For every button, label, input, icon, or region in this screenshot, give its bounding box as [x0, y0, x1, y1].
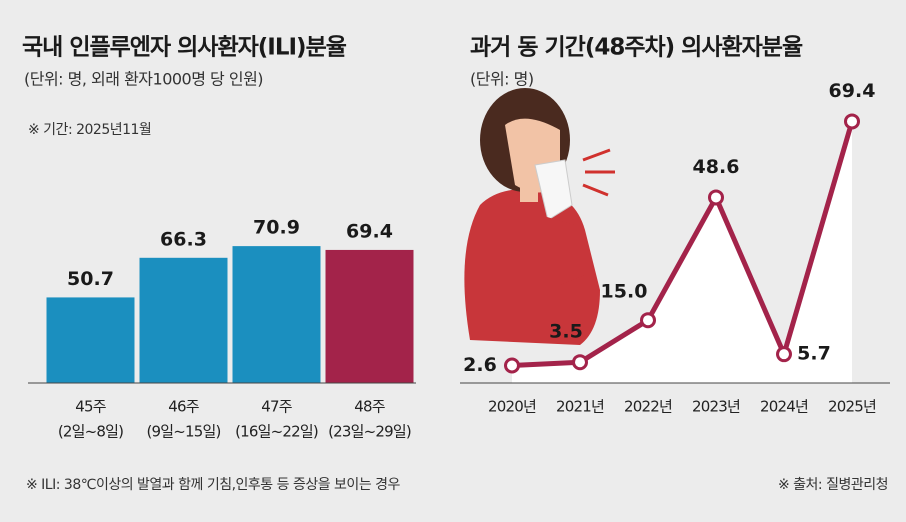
bar	[325, 249, 414, 383]
x-tick-label: 2021년	[556, 398, 604, 416]
source: ※ 출처: 질병관리청	[778, 477, 888, 493]
x-tick-label: 45주	[75, 398, 106, 416]
x-tick-range: (2일~8일)	[58, 423, 123, 441]
marker	[844, 113, 860, 130]
chart-note: ※ 기간: 2025년11월	[28, 122, 151, 138]
x-tick-label: 46주	[168, 398, 199, 416]
x-tick-label: 2022년	[624, 398, 672, 416]
marker	[708, 189, 724, 206]
value-label: 15.0	[601, 281, 648, 303]
bar	[139, 257, 228, 383]
chart-title: 국내 인플루엔자 의사환자(ILI)분율	[22, 35, 347, 61]
x-tick-label: 2023년	[692, 398, 740, 416]
x-tick-range: (9일~15일)	[146, 423, 220, 441]
illustration	[464, 88, 615, 345]
value-label: 2.6	[463, 354, 497, 376]
bar	[232, 246, 321, 383]
x-tick-range: (16일~22일)	[235, 423, 318, 441]
value-label: 69.4	[829, 80, 876, 102]
x-tick-label: 2025년	[828, 398, 876, 416]
value-label: 5.7	[797, 343, 831, 365]
value-label: 70.9	[253, 217, 300, 239]
marker	[776, 346, 792, 363]
chart-subtitle: (단위: 명)	[470, 70, 534, 89]
value-label: 66.3	[160, 228, 207, 250]
x-tick-label: 47주	[261, 398, 292, 416]
line	[511, 120, 855, 368]
marker	[504, 357, 520, 374]
chart-title: 과거 동 기간(48주차) 의사환자분율	[470, 35, 803, 61]
value-label: 48.6	[693, 156, 740, 178]
bar	[46, 297, 135, 383]
marker	[572, 354, 588, 371]
value-label: 50.7	[67, 268, 114, 290]
x-tick-label: 2020년	[488, 398, 536, 416]
chart-subtitle: (단위: 명, 외래 환자1000명 당 인원)	[24, 70, 263, 89]
value-label: 69.4	[346, 220, 393, 242]
x-tick-range: (23일~29일)	[328, 423, 411, 441]
footnote: ※ ILI: 38℃이상의 발열과 함께 기침,인후통 등 증상을 보이는 경우	[26, 477, 401, 493]
value-label: 3.5	[549, 321, 583, 343]
marker	[640, 312, 656, 329]
x-tick-label: 48주	[354, 398, 385, 416]
x-tick-label: 2024년	[760, 398, 808, 416]
